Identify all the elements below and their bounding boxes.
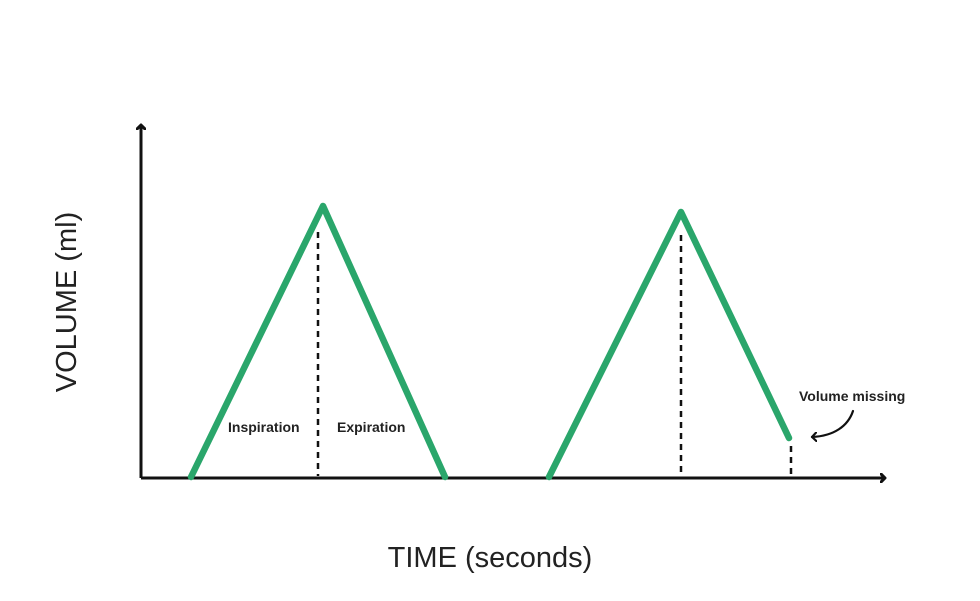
expiration-label: Expiration: [337, 419, 405, 435]
breath-trace-1: [187, 202, 449, 481]
x-axis-title: TIME (seconds): [388, 542, 593, 574]
inspiration-label: Inspiration: [228, 419, 300, 435]
y-axis-title: VOLUME (ml): [51, 212, 83, 392]
volume-missing-label: Volume missing: [799, 388, 905, 404]
volume-missing-arrow: [810, 409, 855, 437]
breath-trace-2: [545, 208, 793, 481]
